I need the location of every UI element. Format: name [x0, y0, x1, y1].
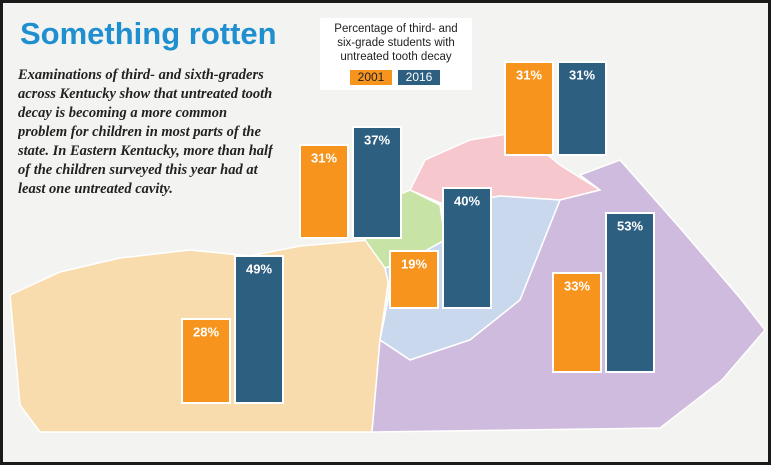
value-label: 31%: [311, 150, 337, 165]
value-label: 33%: [564, 278, 590, 293]
value-label: 49%: [246, 261, 272, 276]
subtitle-box: Examinations of third- and sixth-graders…: [18, 67, 273, 197]
bar: [181, 318, 231, 404]
value-label: 37%: [364, 132, 390, 147]
legend-swatch: [350, 70, 392, 85]
value-label: 53%: [617, 218, 643, 233]
legend-label: 2001: [358, 70, 385, 84]
value-label: 31%: [516, 67, 542, 82]
bar: [552, 272, 602, 373]
subtitle: Examinations of third- and sixth-graders…: [18, 67, 273, 197]
bar: [605, 212, 655, 373]
value-label: 31%: [569, 67, 595, 82]
bar: [299, 144, 349, 239]
value-label: 19%: [401, 256, 427, 271]
bar: [557, 61, 607, 156]
chart-title: Something rotten: [20, 16, 277, 51]
bar: [352, 126, 402, 239]
legend-title: Percentage of third- and six-grade stude…: [334, 23, 458, 63]
bar: [234, 255, 284, 404]
legend-swatch: [398, 70, 440, 85]
bar: [504, 61, 554, 156]
legend-box: [320, 18, 472, 90]
bar: [389, 250, 439, 309]
value-label: 28%: [193, 324, 219, 339]
legend-label: 2016: [406, 70, 433, 84]
legend-title-box: Percentage of third- and six-grade stude…: [334, 23, 458, 63]
value-label: 40%: [454, 193, 480, 208]
legend: 2001 2016: [350, 70, 440, 85]
bar: [442, 187, 492, 309]
